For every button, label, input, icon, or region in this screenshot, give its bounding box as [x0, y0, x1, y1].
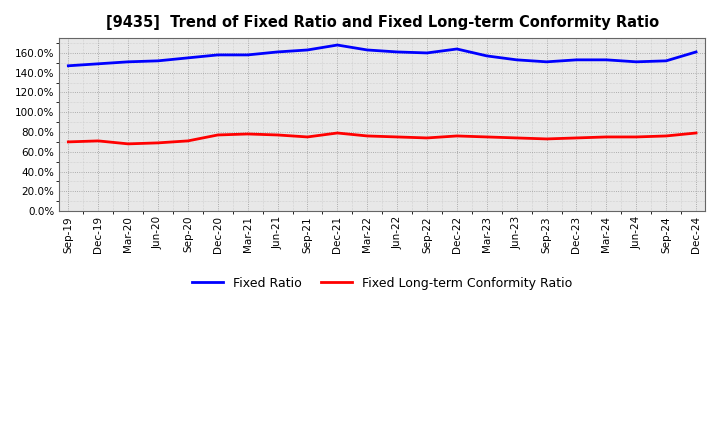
Fixed Ratio [482, 53, 491, 59]
Fixed Long-term Conformity Ratio [363, 133, 372, 139]
Fixed Long-term Conformity Ratio [662, 133, 670, 139]
Fixed Long-term Conformity Ratio [213, 132, 222, 138]
Fixed Long-term Conformity Ratio [243, 132, 252, 137]
Fixed Ratio [184, 55, 192, 61]
Fixed Long-term Conformity Ratio [153, 140, 162, 146]
Fixed Long-term Conformity Ratio [184, 138, 192, 143]
Fixed Long-term Conformity Ratio [692, 130, 701, 136]
Fixed Ratio [333, 42, 342, 48]
Title: [9435]  Trend of Fixed Ratio and Fixed Long-term Conformity Ratio: [9435] Trend of Fixed Ratio and Fixed Lo… [106, 15, 659, 30]
Fixed Long-term Conformity Ratio [94, 138, 102, 143]
Fixed Long-term Conformity Ratio [423, 135, 431, 140]
Line: Fixed Ratio: Fixed Ratio [68, 45, 696, 66]
Fixed Ratio [64, 63, 73, 69]
Fixed Long-term Conformity Ratio [393, 134, 402, 139]
Fixed Ratio [632, 59, 641, 65]
Fixed Ratio [542, 59, 551, 65]
Fixed Long-term Conformity Ratio [482, 134, 491, 139]
Fixed Long-term Conformity Ratio [333, 130, 342, 136]
Fixed Long-term Conformity Ratio [453, 133, 462, 139]
Fixed Ratio [602, 57, 611, 62]
Fixed Long-term Conformity Ratio [542, 136, 551, 142]
Fixed Ratio [243, 52, 252, 58]
Fixed Ratio [423, 50, 431, 55]
Fixed Long-term Conformity Ratio [572, 135, 581, 140]
Fixed Ratio [393, 49, 402, 55]
Fixed Ratio [662, 58, 670, 63]
Fixed Ratio [513, 57, 521, 62]
Line: Fixed Long-term Conformity Ratio: Fixed Long-term Conformity Ratio [68, 133, 696, 144]
Legend: Fixed Ratio, Fixed Long-term Conformity Ratio: Fixed Ratio, Fixed Long-term Conformity … [187, 272, 577, 295]
Fixed Ratio [153, 58, 162, 63]
Fixed Long-term Conformity Ratio [513, 135, 521, 140]
Fixed Ratio [213, 52, 222, 58]
Fixed Long-term Conformity Ratio [632, 134, 641, 139]
Fixed Long-term Conformity Ratio [124, 141, 132, 147]
Fixed Long-term Conformity Ratio [602, 134, 611, 139]
Fixed Ratio [453, 46, 462, 51]
Fixed Ratio [124, 59, 132, 65]
Fixed Long-term Conformity Ratio [303, 134, 312, 139]
Fixed Ratio [94, 61, 102, 66]
Fixed Long-term Conformity Ratio [64, 139, 73, 144]
Fixed Ratio [363, 48, 372, 53]
Fixed Ratio [572, 57, 581, 62]
Fixed Ratio [692, 49, 701, 55]
Fixed Long-term Conformity Ratio [274, 132, 282, 138]
Fixed Ratio [303, 48, 312, 53]
Fixed Ratio [274, 49, 282, 55]
